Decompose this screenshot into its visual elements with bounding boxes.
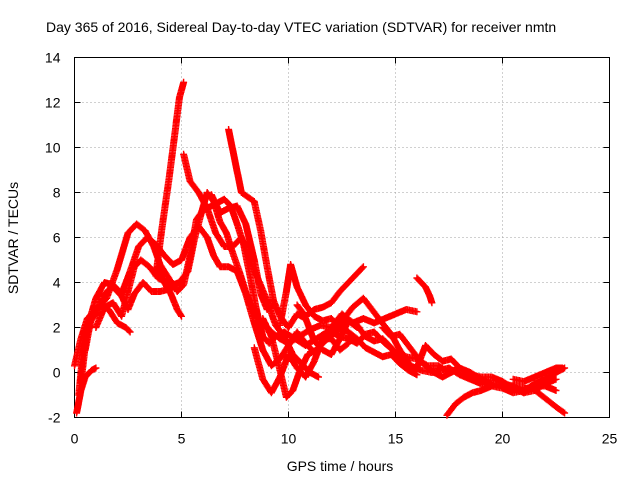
chart-title: Day 365 of 2016, Sidereal Day-to-day VTE… [46, 19, 556, 35]
y-tick-label: 2 [53, 320, 61, 336]
y-axis-label: SDTVAR / TECUs [5, 182, 21, 294]
y-tick-label: -2 [48, 410, 61, 426]
data-point-markers [154, 265, 185, 320]
x-axis-label: GPS time / hours [287, 458, 394, 474]
y-tick-label: 12 [45, 95, 61, 111]
x-tick-label: 20 [495, 431, 511, 447]
data-point-markers [443, 380, 569, 419]
data-point-markers [413, 274, 436, 307]
data-point-markers [336, 317, 464, 372]
data-point-markers [293, 263, 367, 320]
series-track-15 [293, 263, 367, 320]
data-point-markers [509, 364, 566, 385]
x-tick-label: 0 [71, 431, 79, 447]
series-track-7 [152, 78, 188, 280]
series-track-18 [413, 274, 436, 307]
series-track-20 [509, 364, 566, 385]
y-tick-labels: -2 0 2 4 6 8 10 12 14 [45, 50, 61, 426]
y-tick-label: 8 [53, 185, 61, 201]
series-track-19 [443, 380, 569, 419]
y-tick-label: 0 [53, 365, 61, 381]
y-tick-label: 10 [45, 140, 61, 156]
data-series [71, 78, 569, 419]
data-point-markers [208, 191, 277, 313]
x-tick-label: 5 [178, 431, 186, 447]
x-tick-label: 25 [602, 431, 618, 447]
x-tick-label: 15 [388, 431, 404, 447]
y-tick-label: 4 [53, 275, 61, 291]
series-track-10 [208, 191, 277, 313]
series-track-16 [336, 317, 464, 372]
data-point-markers [152, 78, 188, 280]
y-tick-label: 6 [53, 230, 61, 246]
x-tick-labels: 0 5 10 15 20 25 [71, 431, 618, 447]
series-track-8 [154, 265, 185, 320]
tick-marks [74, 57, 610, 418]
y-tick-label: 14 [45, 50, 61, 66]
x-tick-label: 10 [281, 431, 297, 447]
